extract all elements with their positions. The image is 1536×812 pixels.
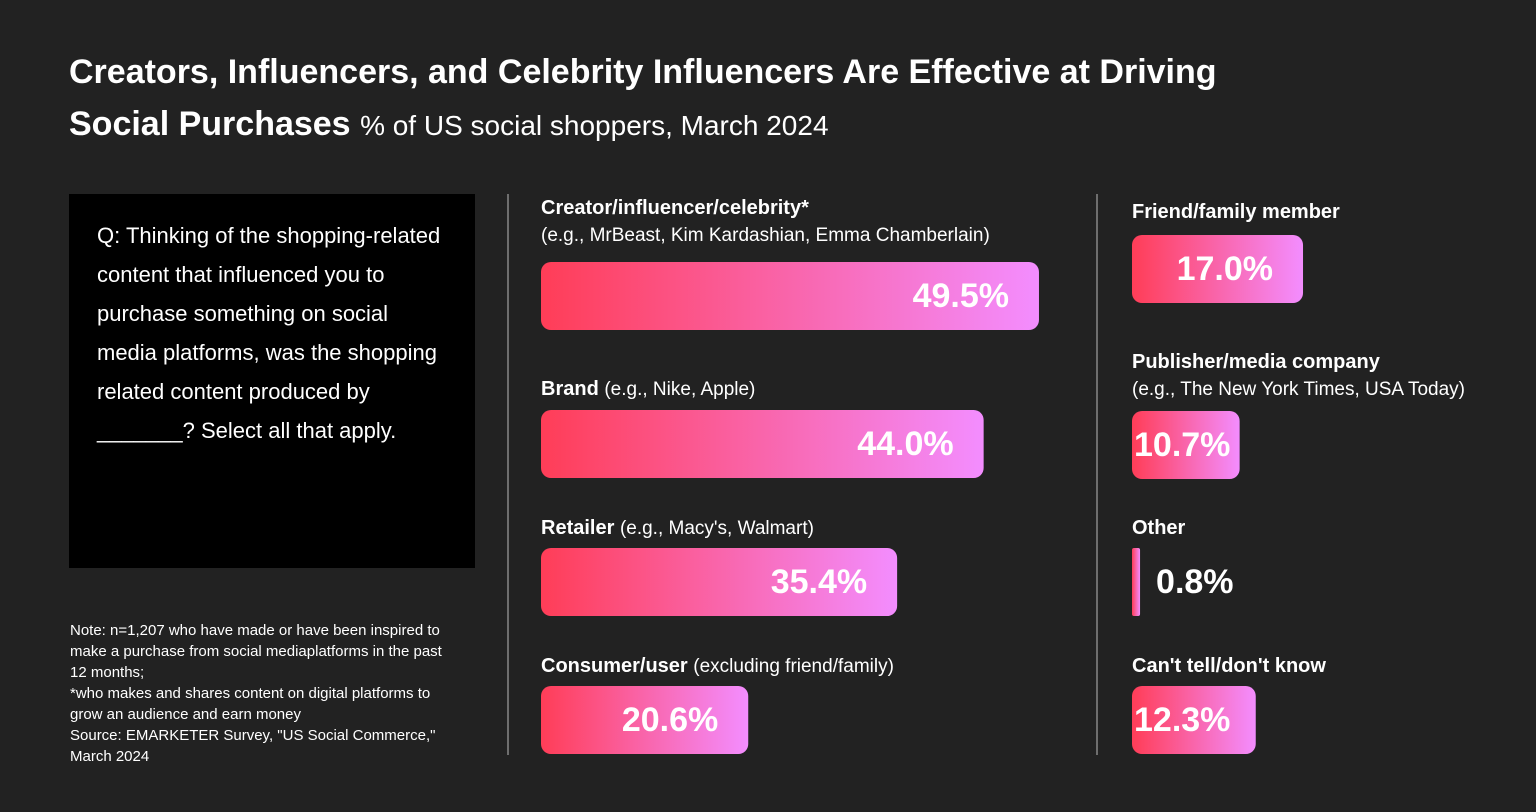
category-label: Friend/family member bbox=[1132, 201, 1340, 223]
bar bbox=[541, 410, 984, 478]
value-label: 35.4% bbox=[771, 563, 867, 601]
category-name: Other bbox=[1132, 517, 1186, 539]
category-note: (e.g., Macy's, Walmart) bbox=[620, 518, 814, 539]
category-label: Retailer (e.g., Macy's, Walmart) bbox=[541, 517, 814, 539]
category-name: Publisher/media company bbox=[1132, 351, 1381, 373]
category-name: Creator/influencer/celebrity* bbox=[541, 197, 809, 219]
category-label: Can't tell/don't know bbox=[1132, 655, 1326, 677]
value-label: 20.6% bbox=[622, 701, 718, 739]
title-block: Creators, Influencers, and Celebrity Inf… bbox=[69, 46, 1269, 152]
category-note: (excluding friend/family) bbox=[693, 656, 894, 677]
bar bbox=[541, 686, 749, 754]
category-name: Can't tell/don't know bbox=[1132, 655, 1326, 677]
bar bbox=[541, 548, 898, 616]
category-name: Brand bbox=[541, 378, 599, 400]
value-label: 10.7% bbox=[1134, 426, 1230, 464]
question: Q: Thinking of the shopping-related cont… bbox=[69, 194, 475, 568]
value-label: 17.0% bbox=[1177, 250, 1273, 288]
chart-subtitle: % of US social shoppers, March 2024 bbox=[360, 110, 829, 141]
category-note: (e.g., The New York Times, USA Today) bbox=[1132, 379, 1465, 400]
category-label: Other bbox=[1132, 517, 1186, 539]
note-line: Note: n=1,207 who have made or have been… bbox=[70, 622, 442, 681]
value-label: 12.3% bbox=[1134, 701, 1230, 739]
bar bbox=[1132, 686, 1256, 754]
chart-title: Creators, Influencers, and Celebrity Inf… bbox=[69, 53, 1217, 143]
category-label: Creator/influencer/celebrity* bbox=[541, 197, 809, 219]
category-name: Retailer bbox=[541, 517, 615, 539]
category-label: Brand (e.g., Nike, Apple) bbox=[541, 378, 755, 400]
note-line: *who makes and shares content on digital… bbox=[70, 685, 431, 723]
note: Note: n=1,207 who have made or have been… bbox=[70, 620, 450, 767]
value-label: 49.5% bbox=[913, 277, 1009, 315]
bar bbox=[1132, 235, 1304, 303]
category-note: (e.g., MrBeast, Kim Kardashian, Emma Cha… bbox=[541, 225, 990, 246]
value-label: 44.0% bbox=[857, 425, 953, 463]
category-name: Friend/family member bbox=[1132, 201, 1340, 223]
value-label: 0.8% bbox=[1156, 563, 1234, 601]
category-label: Publisher/media company bbox=[1132, 351, 1381, 373]
bar bbox=[1132, 548, 1141, 616]
category-label: Consumer/user (excluding friend/family) bbox=[541, 655, 894, 677]
bar bbox=[1132, 411, 1240, 479]
bar bbox=[541, 262, 1039, 330]
note-line: Source: EMARKETER Survey, "US Social Com… bbox=[70, 727, 436, 765]
category-note: (e.g., Nike, Apple) bbox=[604, 379, 755, 400]
category-name: Consumer/user bbox=[541, 655, 688, 677]
